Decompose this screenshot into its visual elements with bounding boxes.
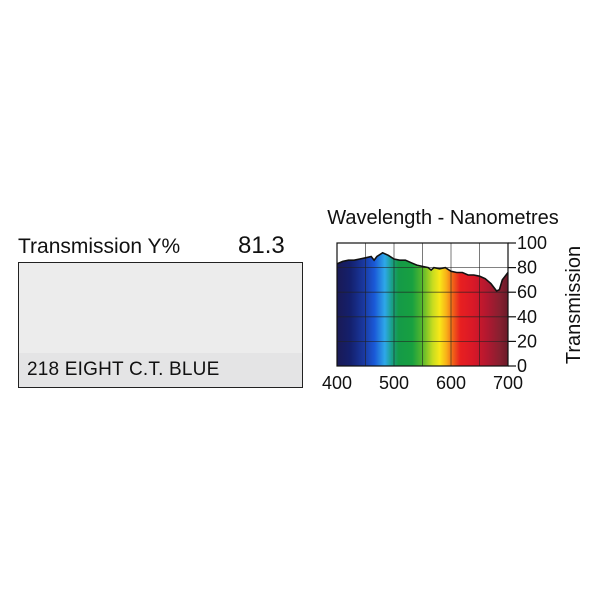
y-axis-label: Transmission xyxy=(563,246,585,364)
plot-area xyxy=(336,242,509,367)
series-line xyxy=(336,251,509,292)
chart-title: Wavelength - Nanometres xyxy=(327,207,559,229)
plot-frame xyxy=(336,242,509,367)
y-tick-label: 80 xyxy=(517,258,537,278)
grid-lines xyxy=(337,243,508,366)
y-tick-label: 40 xyxy=(517,307,537,327)
y-axis: 0 20 40 60 80 100 xyxy=(508,233,547,376)
y-tick-label: 100 xyxy=(517,233,547,253)
x-tick-label: 500 xyxy=(379,373,409,393)
y-tick-label: 20 xyxy=(517,331,537,351)
y-tick-label: 0 xyxy=(517,356,527,376)
filter-name: 218 EIGHT C.T. BLUE xyxy=(19,353,302,387)
x-axis: 400 500 600 700 xyxy=(322,373,523,393)
x-tick-label: 400 xyxy=(322,373,352,393)
filter-color-swatch xyxy=(19,263,302,354)
filter-swatch-panel: 218 EIGHT C.T. BLUE xyxy=(18,262,303,388)
transmission-value: 81.3 xyxy=(238,232,285,259)
transmission-label: Transmission Y% xyxy=(18,235,181,258)
x-tick-label: 600 xyxy=(436,373,466,393)
y-tick-label: 60 xyxy=(517,282,537,302)
x-tick-label: 700 xyxy=(493,373,523,393)
